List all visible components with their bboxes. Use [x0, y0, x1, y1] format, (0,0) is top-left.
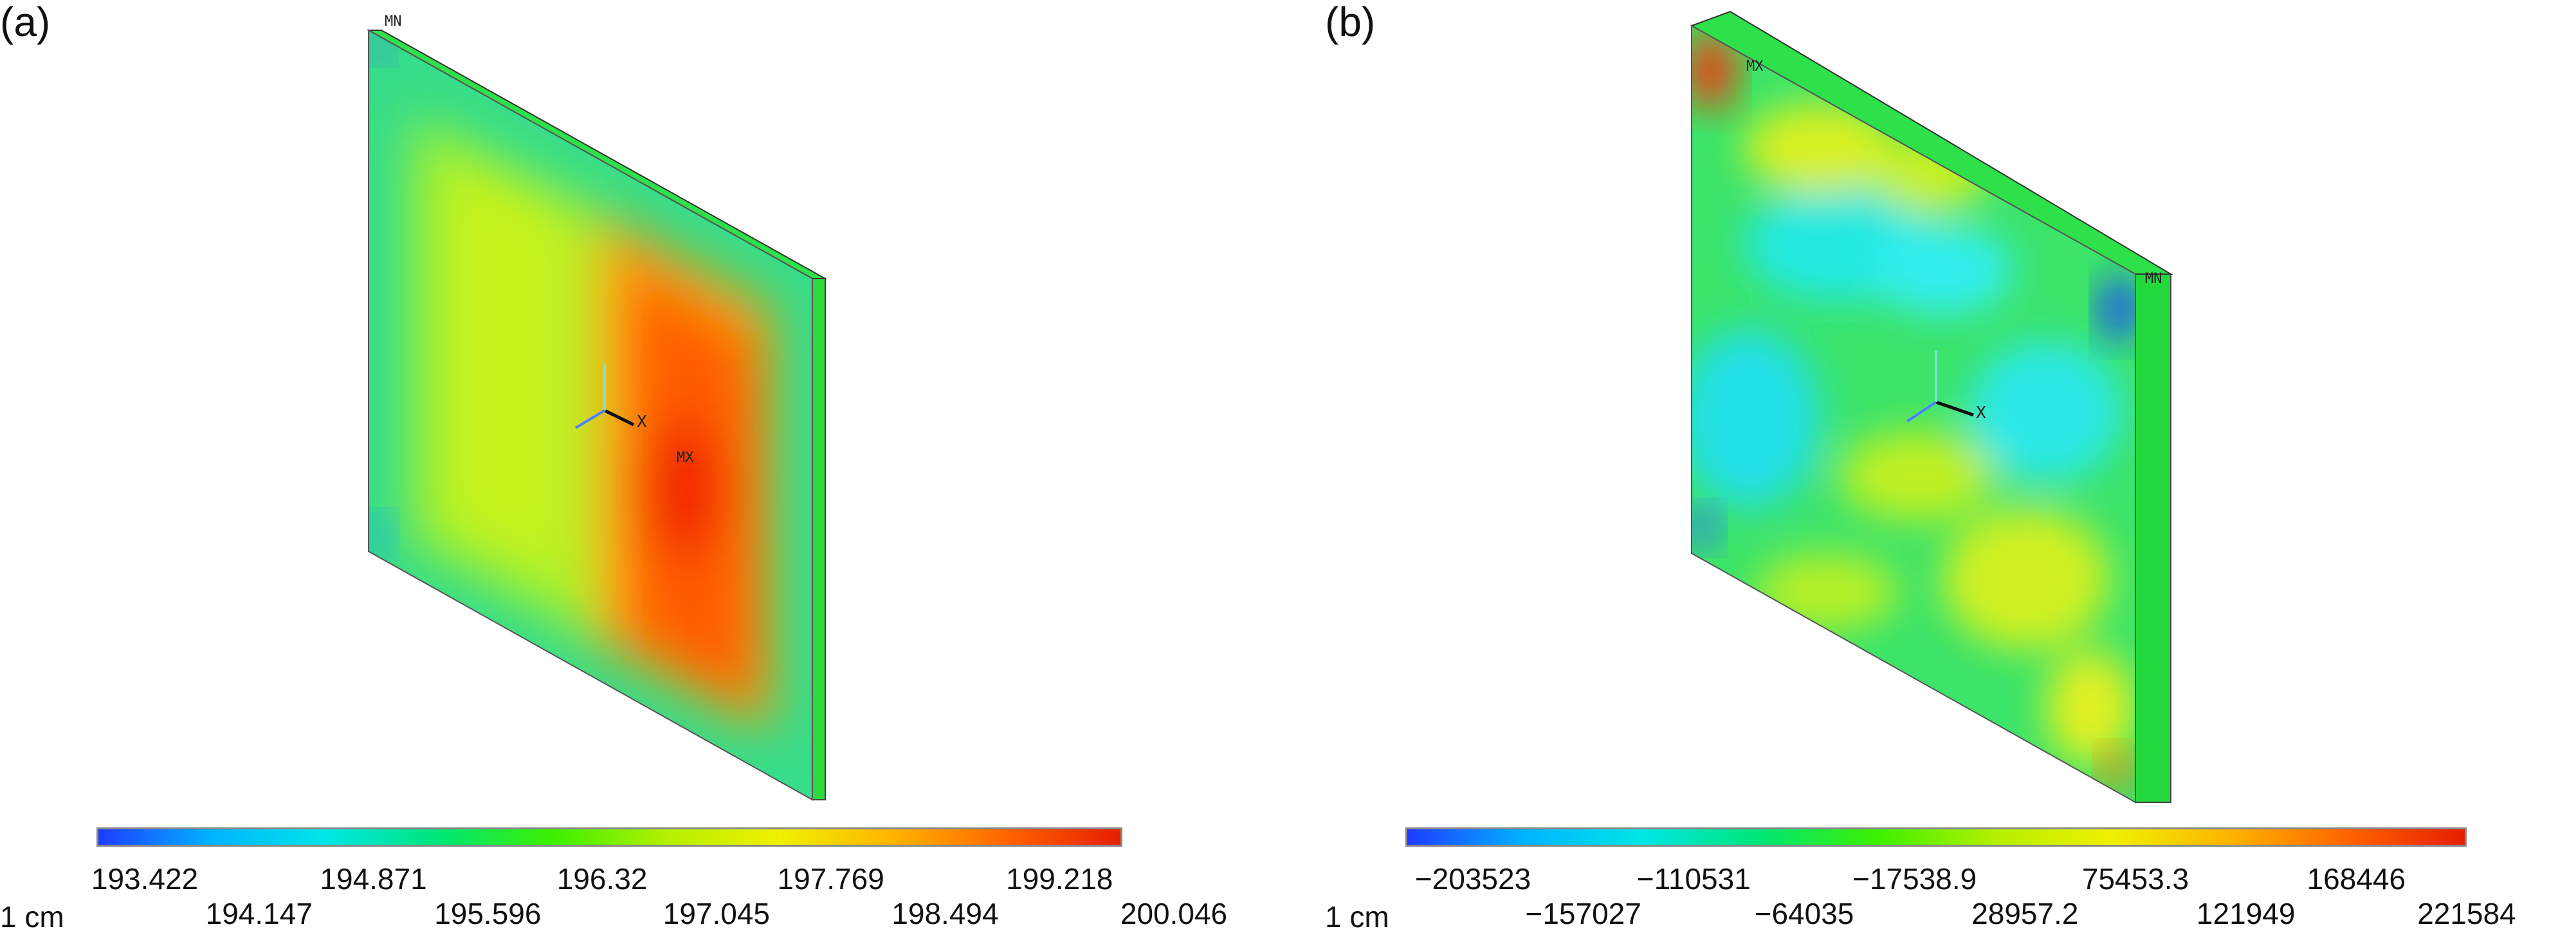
panel-a-colorbar-tick-bottom-3: 198.494: [891, 897, 999, 930]
panel-b-colorbar-tick-bottom-1: −64035: [1754, 897, 1854, 930]
panel-a-axis-triad: X: [574, 364, 647, 432]
panel-a-max-marker: MX: [677, 450, 694, 466]
panel-b-colorbar-tick-bottom-0: −157027: [1525, 897, 1641, 930]
panel-b-plate: MX MN X: [1690, 10, 2173, 804]
panel-a-colorbar-tick-top-0: 193.422: [91, 862, 199, 896]
panel-b-label: (b): [1325, 0, 1376, 45]
panel-b-colorbar: [1405, 827, 2467, 847]
panel-a-colorbar-tick-top-4: 199.218: [1006, 862, 1113, 896]
panel-a-colorbar-tick-top-2: 196.32: [556, 862, 648, 896]
panel-b-colorbar-tick-top-0: −203523: [1414, 862, 1531, 896]
panel-b-colorbar-tick-top-4: 168446: [2307, 862, 2406, 896]
panel-b-colorbar-tick-bottom-2: 28957.2: [1971, 897, 2079, 930]
panel-a-unit-label: 1 cm: [0, 900, 64, 934]
panel-b-colorbar-tick-top-3: 75453.3: [2081, 862, 2189, 896]
panel-b-axis-x-label: X: [1976, 403, 1986, 423]
panel-a-colorbar-tick-bottom-2: 197.045: [662, 897, 771, 930]
panel-b-axis-triad: X: [1906, 351, 1986, 423]
panel-a-min-marker: MN: [385, 14, 402, 30]
panel-a-colorbar-tick-bottom-4: 200.046: [1120, 897, 1228, 930]
panel-a-colorbar-tick-bottom-0: 194.147: [205, 897, 313, 930]
panel-a-colorbar-tick-top-1: 194.871: [320, 862, 427, 896]
panel-b-colorbar-tick-bottom-3: 121949: [2196, 897, 2296, 930]
panel-b-colorbar-tick-bottom-4: 221584: [2417, 897, 2516, 930]
panel-a-colorbar: [96, 827, 1122, 847]
panel-a-colorbar-tick-top-3: 197.769: [777, 862, 884, 896]
panel-b-unit-label: 1 cm: [1325, 900, 1389, 934]
panel-a-plate: MN MX X: [366, 14, 828, 801]
panel-b-max-marker: MX: [1746, 59, 1764, 75]
panel-a-axis-x-label: X: [637, 412, 647, 432]
panel-a-colorbar-tick-bottom-1: 195.596: [434, 897, 542, 930]
panel-a-label: (a): [0, 0, 51, 45]
panel-b-colorbar-tick-top-1: −110531: [1636, 862, 1751, 896]
panel-b-min-marker: MN: [2145, 271, 2162, 287]
panel-b-colorbar-tick-top-2: −17538.9: [1852, 862, 1977, 896]
